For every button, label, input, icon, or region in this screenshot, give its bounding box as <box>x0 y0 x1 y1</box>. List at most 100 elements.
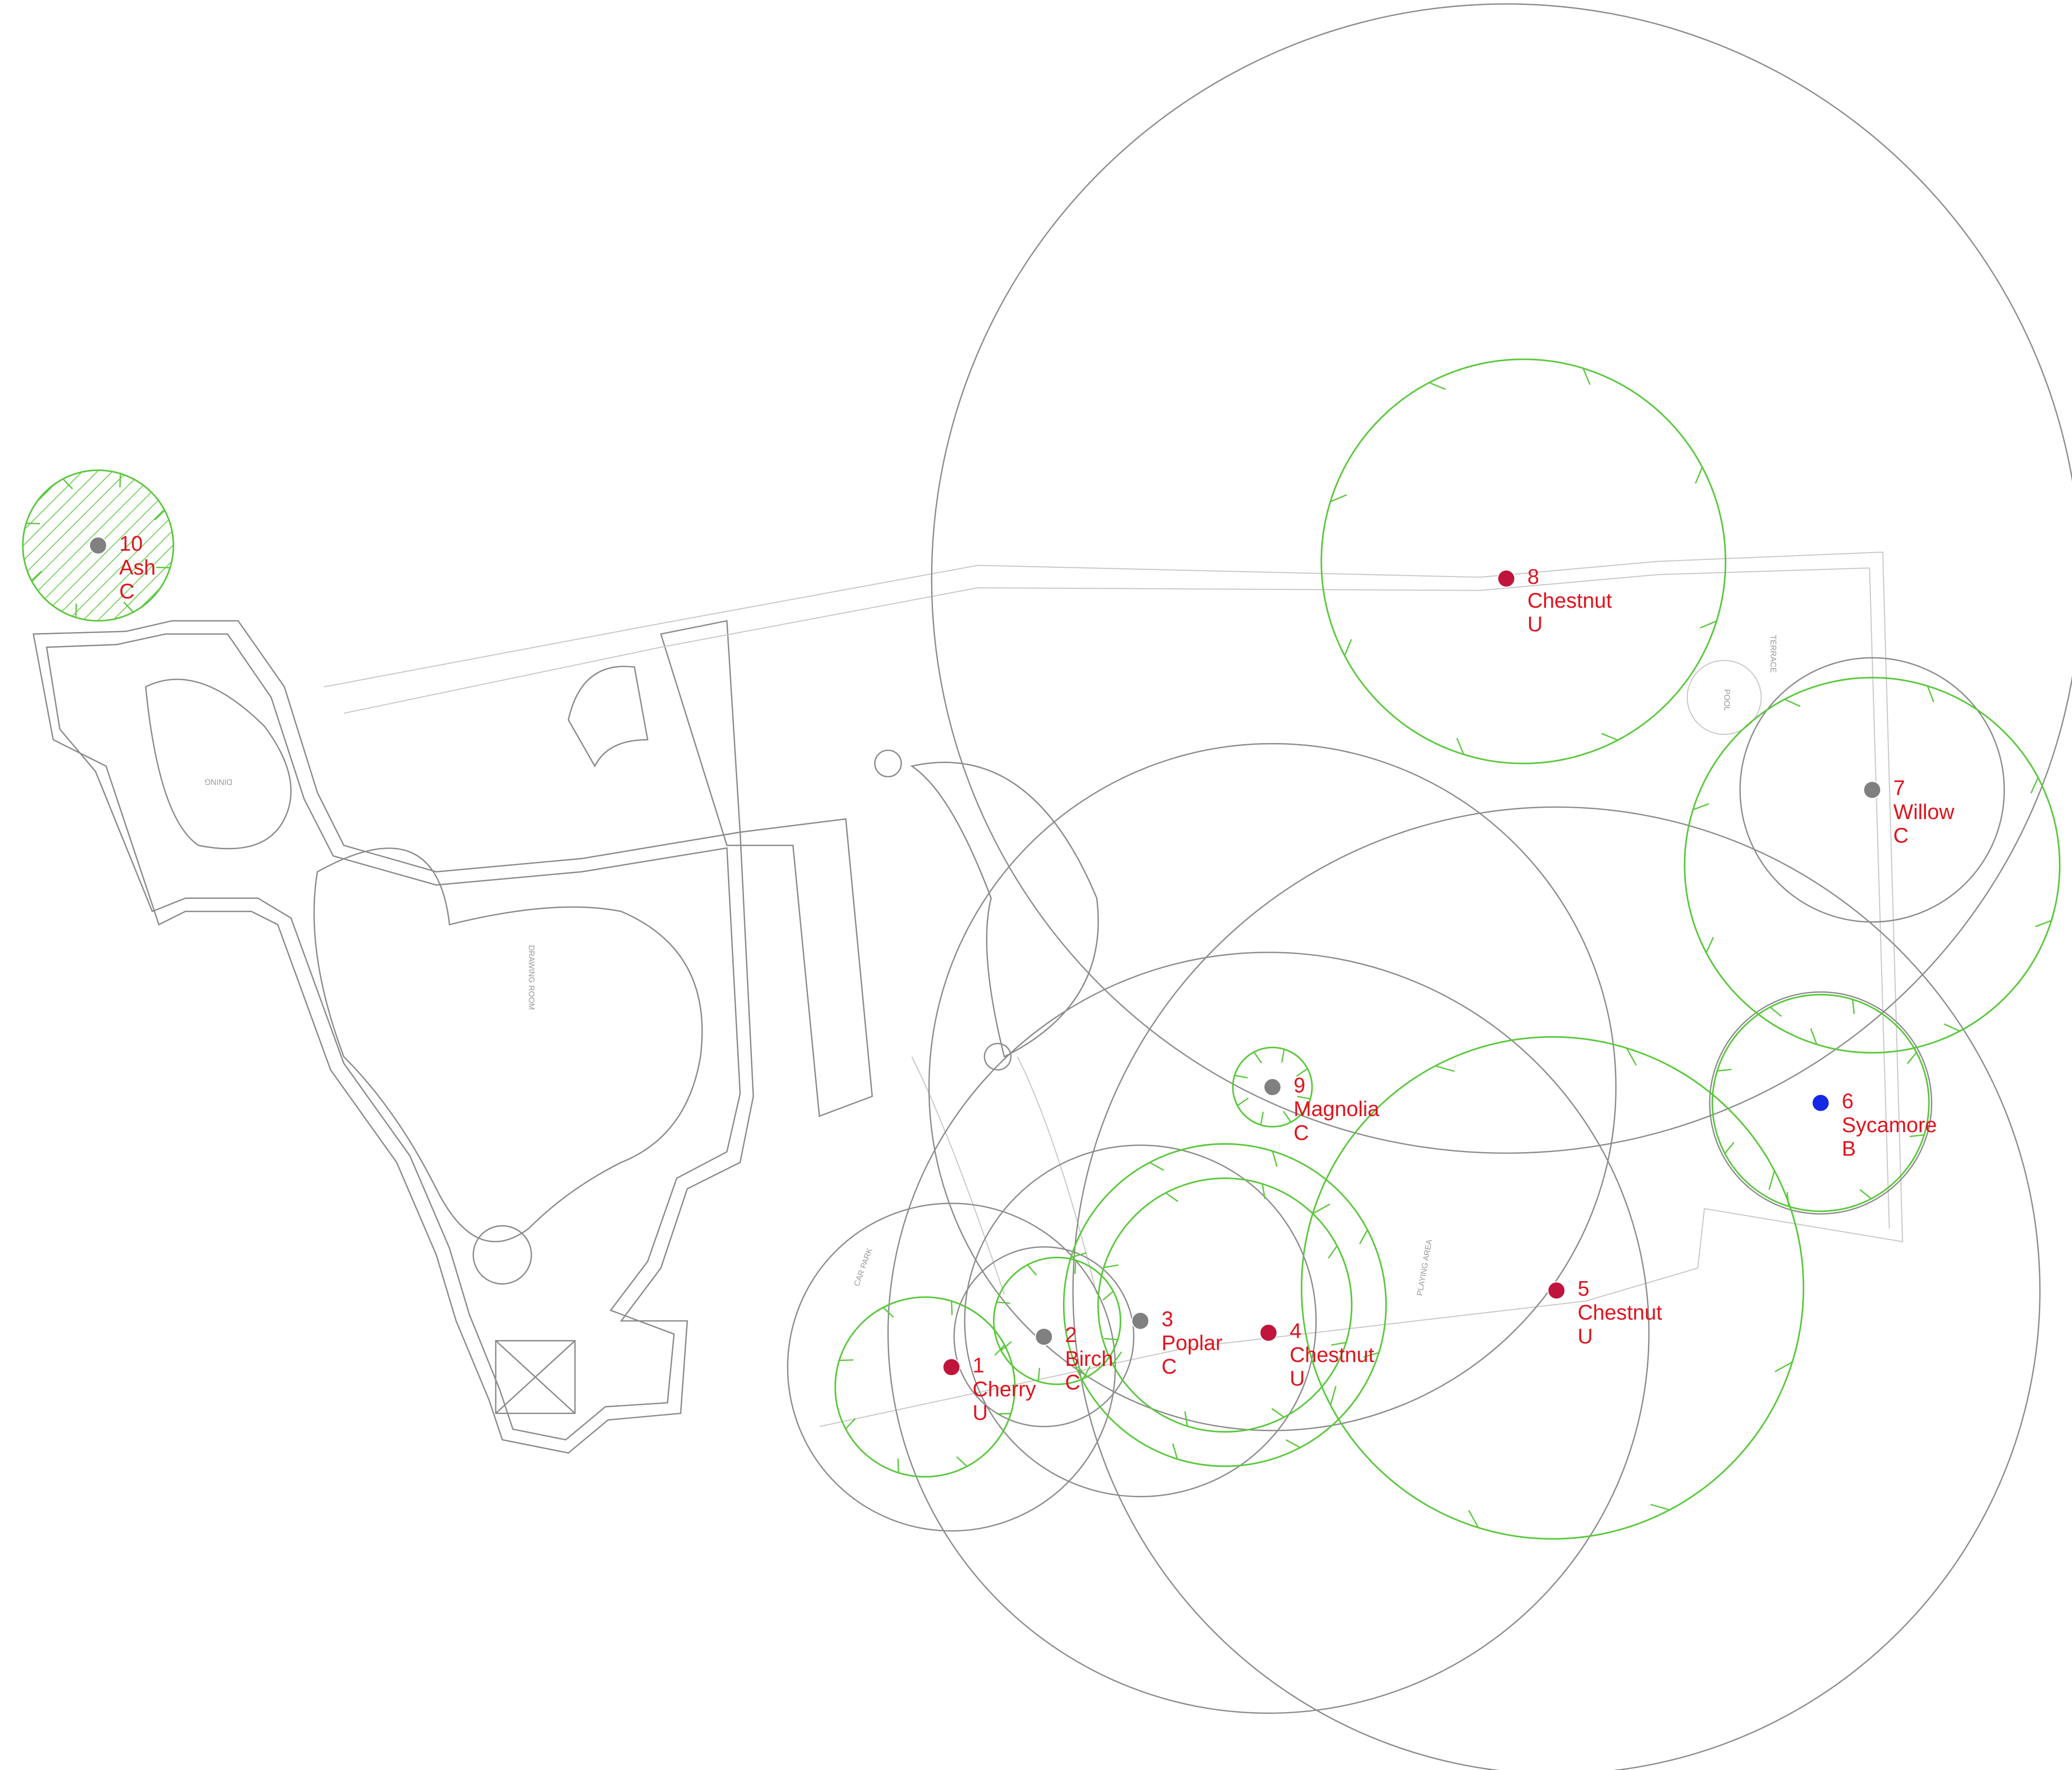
tree-number: 10 <box>119 532 143 556</box>
canopy-notch <box>1429 382 1446 390</box>
canopy-notch <box>956 1456 968 1467</box>
tree-species: Sycamore <box>1842 1114 1937 1137</box>
tree-marker <box>1035 1327 1053 1346</box>
canopy-notch <box>1103 1264 1119 1268</box>
tree-number: 1 <box>972 1354 984 1377</box>
tree-species: Chestnut <box>1578 1301 1662 1324</box>
canopy-notch <box>1262 1184 1266 1199</box>
tree-species: Chestnut <box>1289 1343 1374 1367</box>
canopy-notch <box>1774 1361 1793 1373</box>
canopy-notch <box>1329 1386 1337 1405</box>
canopy-notch <box>996 1301 1010 1304</box>
canopy-notch <box>2035 920 2052 928</box>
site-label: POOL <box>1722 689 1731 711</box>
canopy-notch <box>1253 1051 1262 1063</box>
tree-category: C <box>119 580 134 603</box>
tree-marker <box>1263 1078 1282 1097</box>
canopy-notch <box>1260 1112 1264 1125</box>
root-protection-zone <box>931 3 2072 1154</box>
canopy-spread <box>1232 1046 1313 1128</box>
site-label: PLAYING AREA <box>1415 1239 1434 1297</box>
canopy-notch <box>1038 1368 1040 1382</box>
tree-category: C <box>1893 824 1908 848</box>
canopy-notch <box>1852 999 1855 1014</box>
tree-number: 7 <box>1893 777 1905 800</box>
canopy-notch <box>1344 639 1352 656</box>
tree-number: 4 <box>1289 1320 1301 1343</box>
canopy-notch <box>845 1418 856 1430</box>
site-label: DRAWING ROOM <box>527 945 536 1010</box>
canopy-notch <box>1705 937 1714 953</box>
tree-layer: 1CherryU2BirchC3PoplarC4ChestnutU5Chestn… <box>22 3 2072 1770</box>
root-protection-zone <box>787 1202 1116 1532</box>
tree-species: Willow <box>1893 801 1955 824</box>
canopy-notch <box>1271 1408 1285 1418</box>
canopy-spread <box>1711 994 1930 1212</box>
root-protection-zone <box>964 1144 1317 1497</box>
tree-marker <box>1547 1281 1566 1300</box>
canopy-notch <box>1112 1351 1122 1365</box>
tree-category: C <box>1065 1371 1080 1395</box>
tree-number: 2 <box>1065 1323 1077 1347</box>
site-label: TERRACE <box>1769 635 1777 673</box>
tree-category: C <box>1293 1121 1308 1145</box>
tree-marker <box>1259 1323 1278 1342</box>
canopy-notch <box>1435 1065 1455 1072</box>
canopy-notch <box>1104 1338 1118 1341</box>
tree-category: U <box>1289 1367 1305 1391</box>
canopy-notch <box>154 510 166 521</box>
tree-species: Birch <box>1065 1347 1113 1371</box>
canopy-notch <box>1082 1365 1091 1381</box>
canopy-spread <box>1063 1143 1387 1467</box>
canopy-notch <box>1456 738 1465 755</box>
root-protection-zone <box>953 1246 1135 1428</box>
canopy-notch <box>1810 1028 1818 1045</box>
canopy-notch <box>26 522 40 524</box>
canopy-notch <box>1070 1252 1087 1258</box>
canopy-notch <box>1271 1151 1278 1167</box>
tree-category: C <box>1161 1355 1176 1379</box>
canopy-notch <box>1184 1411 1188 1427</box>
tree-number: 8 <box>1528 565 1539 589</box>
canopy-notch <box>1327 1245 1338 1259</box>
canopy-notch <box>1770 1006 1782 1017</box>
canopy-spread <box>834 1296 1016 1478</box>
tree-marker <box>942 1358 961 1377</box>
tree-category: B <box>1842 1137 1856 1161</box>
tree-marker <box>1131 1311 1150 1330</box>
canopy-notch <box>1909 1134 1924 1137</box>
canopy-notch <box>1943 1023 1960 1032</box>
canopy-notch <box>1149 1162 1164 1171</box>
root-protection-zone <box>1709 991 1933 1215</box>
tree-species: Ash <box>119 556 156 579</box>
canopy-notch <box>1717 1068 1732 1072</box>
canopy-notch <box>1102 1290 1114 1301</box>
canopy-notch <box>1768 1171 1775 1190</box>
canopy-notch <box>62 478 73 490</box>
canopy-notch <box>1296 1068 1308 1077</box>
tree-number: 9 <box>1293 1074 1305 1097</box>
protection-zones <box>787 3 2072 1770</box>
canopy-spread <box>1320 358 1727 764</box>
canopy-notch <box>123 601 134 613</box>
canopy-notch <box>2030 777 2039 794</box>
root-protection-zone <box>928 743 1617 1432</box>
canopy-spread <box>1683 676 2061 1054</box>
canopy-notch <box>1330 494 1347 503</box>
canopy-notch <box>1859 1189 1872 1199</box>
canopy-notch <box>1695 466 1703 484</box>
canopy-notch <box>1074 1260 1077 1274</box>
root-protection-zone <box>1739 657 2005 923</box>
tree-number: 6 <box>1842 1090 1853 1113</box>
tree-marker <box>89 536 108 555</box>
canopy-notch <box>1468 1510 1479 1528</box>
canopy-notch <box>1601 732 1618 741</box>
tree-species: Cherry <box>972 1378 1036 1401</box>
canopy-notch <box>882 1307 894 1318</box>
tree-marker <box>1863 781 1882 799</box>
tree-category: U <box>1578 1325 1593 1348</box>
canopy-notch <box>1359 1230 1368 1245</box>
canopy-notch <box>1700 620 1717 629</box>
